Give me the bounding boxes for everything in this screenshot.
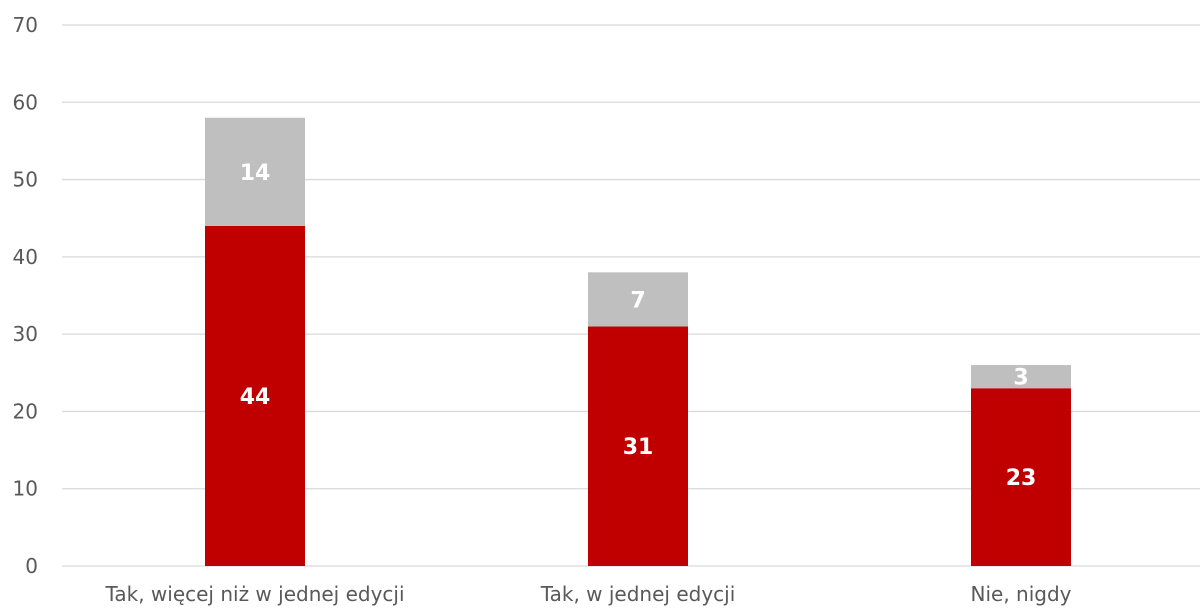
- y-tick-label: 60: [13, 90, 38, 114]
- bar-segment: [205, 225, 305, 566]
- y-tick-label: 10: [13, 477, 38, 501]
- x-category-label: Tak, więcej niż w jednej edycji: [104, 582, 404, 606]
- y-tick-label: 70: [13, 13, 38, 37]
- data-label: 3: [1013, 366, 1028, 391]
- bar-segment: [588, 326, 688, 566]
- data-labels: 44 14 31 7 23 3: [240, 161, 1037, 491]
- y-axis-ticks: 0 10 20 30 40 50 60 70: [13, 13, 38, 578]
- y-tick-label: 20: [13, 399, 38, 423]
- data-label: 23: [1006, 466, 1037, 491]
- bar-segment: [588, 272, 688, 327]
- data-label: 44: [240, 385, 271, 410]
- data-label: 14: [240, 161, 271, 186]
- data-label: 31: [623, 435, 654, 460]
- bar-segment: [971, 388, 1071, 566]
- y-tick-label: 50: [13, 168, 38, 192]
- bar-segment: [205, 117, 305, 226]
- x-axis-categories: Tak, więcej niż w jednej edycji Tak, w je…: [104, 582, 1071, 606]
- x-category-label: Tak, w jednej edycji: [540, 582, 736, 606]
- data-label: 7: [630, 288, 645, 313]
- bars: [205, 117, 1071, 566]
- bar-segment: [971, 365, 1071, 389]
- y-tick-label: 40: [13, 245, 38, 269]
- x-category-label: Nie, nigdy: [971, 582, 1072, 606]
- y-tick-label: 0: [25, 554, 38, 578]
- y-tick-label: 30: [13, 322, 38, 346]
